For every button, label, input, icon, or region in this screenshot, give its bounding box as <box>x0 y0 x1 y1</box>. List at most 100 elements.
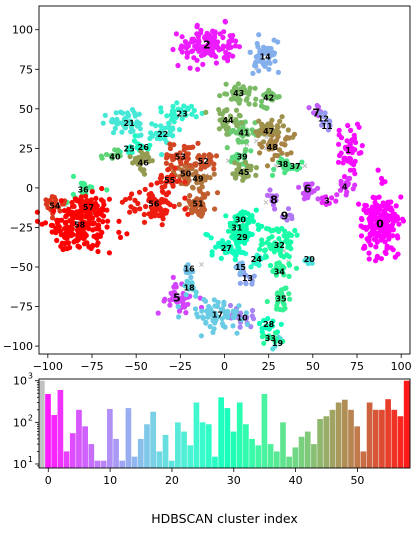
scatter-point <box>220 43 226 49</box>
cluster-label-28: 28 <box>263 320 275 329</box>
scatter-point <box>358 233 365 239</box>
scatter-point <box>266 326 272 332</box>
scatter-point <box>241 168 247 174</box>
scatter-point <box>49 229 55 235</box>
scatter-point <box>149 133 155 139</box>
cluster-label-43: 43 <box>233 89 244 98</box>
scatter-point <box>233 252 239 259</box>
scatter-point <box>49 215 56 221</box>
scatter-point <box>274 123 280 129</box>
scatter-point <box>382 208 388 214</box>
scatter-point <box>167 141 173 147</box>
scatter-point <box>210 28 216 34</box>
scatter-point <box>336 127 342 133</box>
scatter-point <box>378 256 384 262</box>
scatter-point <box>176 201 182 208</box>
cluster-label-9: 9 <box>281 209 289 222</box>
scatter-point <box>169 172 175 178</box>
scatter-point <box>185 270 191 276</box>
scatter-point <box>353 139 359 146</box>
scatter-point <box>239 139 245 145</box>
scatter-point <box>170 274 176 280</box>
scatter-point <box>284 217 290 223</box>
scatter-point <box>203 231 209 237</box>
scatter-point <box>275 268 281 275</box>
scatter-point <box>292 227 298 234</box>
scatter-x-tick-label: 0 <box>221 360 228 373</box>
scatter-point <box>125 147 131 153</box>
scatter-point <box>373 203 379 209</box>
cluster-48-points <box>257 128 298 169</box>
cluster-label-1: 1 <box>345 146 351 155</box>
scatter-point <box>67 227 73 233</box>
scatter-point <box>234 97 241 103</box>
scatter-point <box>305 260 311 267</box>
scatter-point <box>242 216 248 222</box>
bar-cluster-14 <box>131 456 138 468</box>
scatter-point <box>129 149 135 156</box>
cluster-label-7: 7 <box>313 107 321 120</box>
bar-cluster-51 <box>360 451 367 468</box>
scatter-point <box>287 296 293 302</box>
scatter-point <box>382 249 388 255</box>
scatter-point <box>374 239 380 245</box>
scatter-point <box>225 228 232 234</box>
scatter-x-tick-label: 100 <box>391 360 412 373</box>
scatter-point <box>227 302 234 309</box>
scatter-point <box>43 201 50 207</box>
scatter-point <box>241 152 247 158</box>
cluster-17-points <box>175 297 251 339</box>
cluster-label-4: 4 <box>342 182 348 191</box>
scatter-point <box>229 229 235 235</box>
noise-point <box>263 199 269 205</box>
scatter-cluster-points <box>34 18 406 352</box>
scatter-point <box>171 156 177 162</box>
scatter-point <box>268 245 274 252</box>
cluster-label-25: 25 <box>124 144 136 153</box>
scatter-point <box>195 314 201 320</box>
scatter-point <box>335 159 342 165</box>
scatter-point <box>267 262 274 269</box>
cluster-55-points <box>157 165 188 190</box>
scatter-point <box>273 143 279 149</box>
scatter-point <box>269 123 275 129</box>
scatter-point <box>283 285 289 291</box>
scatter-point <box>201 52 207 58</box>
scatter-point <box>211 161 217 167</box>
cluster-46-points <box>127 148 155 177</box>
scatter-point <box>51 194 58 200</box>
scatter-point <box>216 107 222 113</box>
scatter-point <box>233 264 239 270</box>
scatter-point <box>231 119 237 125</box>
cluster-label-55: 55 <box>164 176 176 185</box>
scatter-point <box>243 310 249 316</box>
scatter-point <box>255 261 261 267</box>
scatter-point <box>50 222 56 229</box>
scatter-point <box>43 197 49 203</box>
cluster-20-points <box>302 256 315 267</box>
scatter-point <box>195 39 201 45</box>
bar-cluster-37 <box>273 451 280 468</box>
scatter-point <box>191 107 197 114</box>
scatter-point <box>146 154 152 160</box>
scatter-point <box>134 119 140 125</box>
scatter-point <box>230 53 236 59</box>
scatter-point <box>81 241 88 247</box>
scatter-point <box>249 213 255 219</box>
scatter-point <box>271 268 277 274</box>
bar-cluster-48 <box>341 399 348 468</box>
bar-cluster-33 <box>249 438 255 468</box>
scatter-point <box>227 223 234 229</box>
scatter-point <box>162 125 168 131</box>
scatter-point <box>159 188 165 194</box>
scatter-point <box>303 181 309 187</box>
scatter-point <box>222 91 228 97</box>
scatter-point <box>275 290 281 296</box>
scatter-point <box>124 231 130 237</box>
scatter-point <box>235 213 241 219</box>
cluster-43-points <box>217 81 272 108</box>
scatter-point <box>223 81 229 87</box>
scatter-point <box>266 66 272 72</box>
scatter-point <box>160 216 166 222</box>
